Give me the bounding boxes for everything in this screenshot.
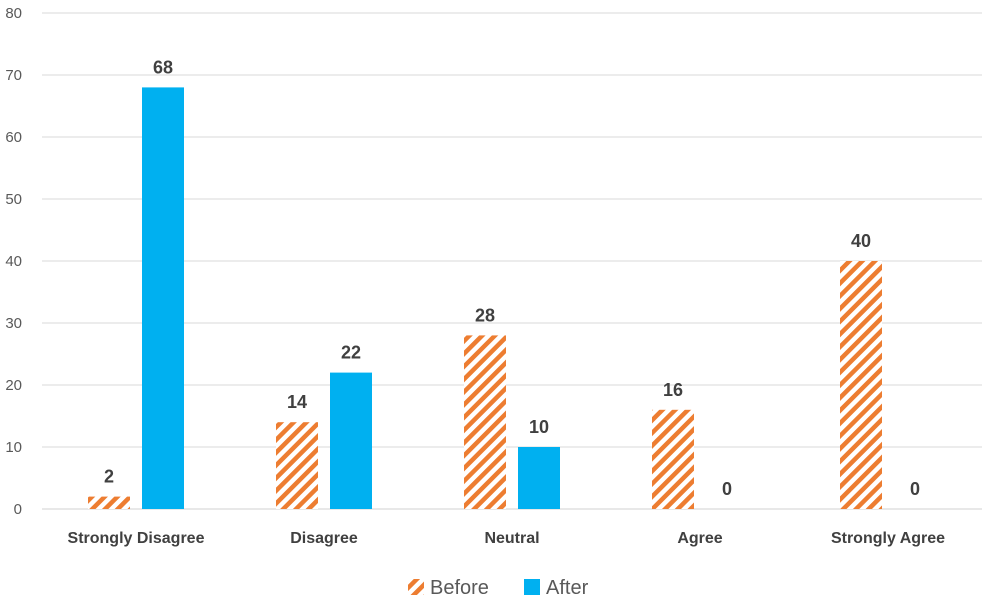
data-label: 2: [104, 467, 114, 487]
x-tick-label: Disagree: [290, 530, 358, 547]
data-label: 16: [663, 380, 683, 400]
y-tick-label: 50: [5, 191, 22, 208]
legend-swatch-before: [408, 579, 424, 595]
data-label: 10: [529, 417, 549, 437]
y-tick-label: 40: [5, 253, 22, 270]
data-label: 14: [287, 392, 307, 412]
bar-before: [840, 261, 882, 509]
bar-before: [464, 335, 506, 509]
bar-before: [652, 409, 694, 509]
y-tick-label: 60: [5, 129, 22, 146]
bar-before: [276, 422, 318, 509]
x-tick-label: Agree: [677, 530, 722, 547]
legend-swatch-after: [524, 579, 540, 595]
data-label: 0: [910, 479, 920, 499]
data-label: 22: [341, 343, 361, 363]
data-label: 28: [475, 305, 495, 325]
data-label: 68: [153, 57, 173, 77]
gridlines: [42, 12, 982, 510]
y-tick-label: 30: [5, 315, 22, 332]
x-tick-label: Neutral: [484, 530, 539, 547]
data-label: 0: [722, 479, 732, 499]
x-tick-label: Strongly Agree: [831, 530, 945, 547]
bar-before: [88, 496, 130, 509]
bar-after: [518, 447, 560, 509]
y-axis-ticks: 0 10 20 30 40 50 60 70 80: [5, 5, 22, 518]
data-label: 40: [851, 231, 871, 251]
y-tick-label: 70: [5, 67, 22, 84]
x-axis-ticks: Strongly Disagree Disagree Neutral Agree Str…: [68, 530, 946, 547]
y-tick-label: 0: [14, 501, 22, 518]
y-tick-label: 10: [5, 439, 22, 456]
bars: [88, 87, 882, 510]
y-tick-label: 80: [5, 5, 22, 22]
data-labels: 2 68 14 22 28 10 16 0 40 0: [104, 57, 920, 499]
x-tick-label: Strongly Disagree: [68, 530, 205, 547]
bar-after: [330, 372, 372, 509]
bar-after: [142, 87, 184, 510]
y-tick-label: 20: [5, 377, 22, 394]
legend-label-after: After: [546, 577, 589, 599]
legend-label-before: Before: [430, 577, 489, 599]
legend: Before After: [408, 577, 589, 599]
